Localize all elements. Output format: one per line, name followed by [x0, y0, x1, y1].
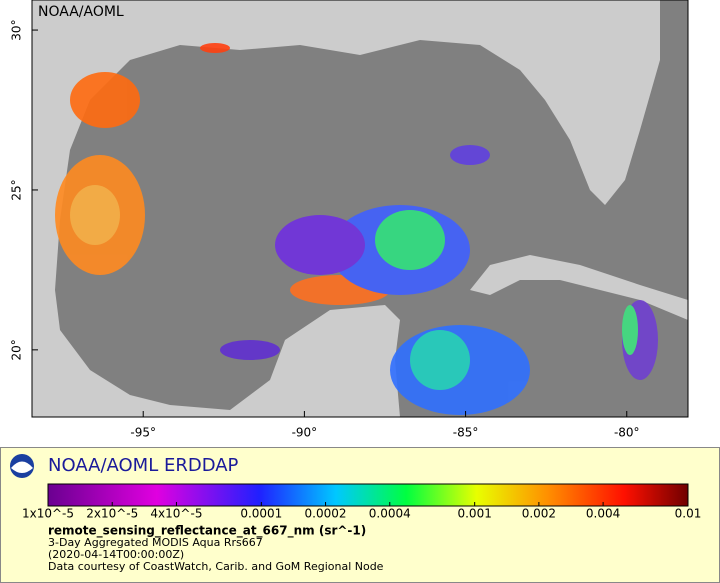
info-line: 3-Day Aggregated MODIS Aqua Rrs667	[48, 536, 263, 549]
colorbar-tick-label: 0.0001	[240, 507, 282, 521]
variable-name: remote_sensing_reflectance_at_667_nm (sr…	[48, 524, 366, 539]
y-tick-label: 20°	[10, 339, 24, 360]
info-line: Data courtesy of CoastWatch, Carib. and …	[48, 560, 384, 573]
legend-title: NOAA/AOML ERDDAP	[48, 455, 239, 476]
land	[32, 0, 660, 417]
colorbar-tick-label: 0.0002	[305, 507, 347, 521]
logo	[10, 454, 34, 478]
colorbar-tick-label: 0.0004	[369, 507, 411, 521]
map: NOAA/AOML	[31, 0, 689, 418]
colorbar-tick-label: 4x10^-5	[150, 507, 202, 521]
colorbar-tick-label: 0.01	[675, 507, 702, 521]
x-tick-label: -95°	[130, 426, 156, 440]
axes: -95° -90° -85° -80° 20° 25° 30°	[10, 19, 640, 439]
colorbar	[47, 483, 689, 507]
info-line: (2020-04-14T00:00:00Z)	[48, 548, 184, 561]
colorbar-ticks: 1x10^-5 2x10^-5 4x10^-5 0.0001 0.0002 0.0004 0…	[22, 502, 701, 521]
map-frame	[31, 0, 689, 418]
x-tick-label: -85°	[453, 426, 479, 440]
x-tick-label: -80°	[614, 426, 640, 440]
cuba	[470, 255, 688, 320]
colorbar-tick-label: 0.001	[457, 507, 491, 521]
chlorophyll-patches	[55, 43, 658, 415]
colorbar-tick-label: 0.004	[586, 507, 620, 521]
y-tick-label: 25°	[10, 179, 24, 200]
legend-panel	[0, 447, 720, 583]
x-tick-label: -90°	[292, 426, 318, 440]
map-label: NOAA/AOML	[38, 4, 124, 20]
colorbar-tick-label: 2x10^-5	[86, 507, 138, 521]
colorbar-tick-label: 1x10^-5	[22, 507, 74, 521]
y-tick-label: 30°	[10, 19, 24, 40]
colorbar-tick-label: 0.002	[522, 507, 556, 521]
